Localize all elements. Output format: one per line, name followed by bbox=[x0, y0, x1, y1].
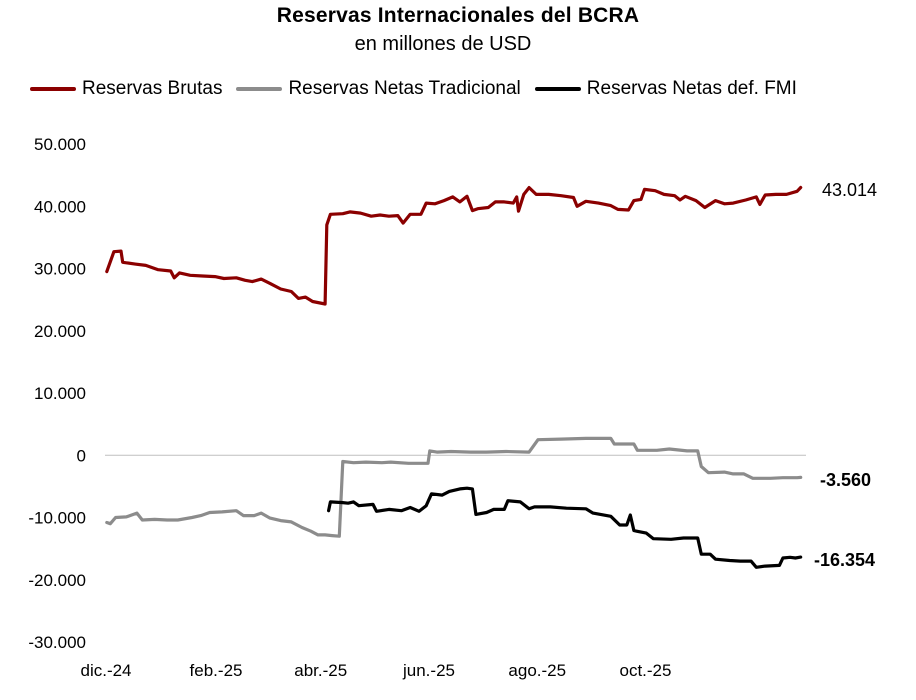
legend-label-reservas-brutas: Reservas Brutas bbox=[82, 78, 223, 99]
legend-swatch-reservas-netas-tradicional bbox=[236, 87, 283, 91]
chart-legend: Reservas Brutas Reservas Netas Tradicion… bbox=[30, 78, 811, 100]
chart-title: Reservas Internacionales del BCRA bbox=[276, 4, 640, 27]
x-axis: dic.-24 feb.-25 abr.-25 jun.-25 ago.-25 oct.-… bbox=[80, 661, 671, 680]
end-label-reservas-netas-fmi: -16.354 bbox=[814, 550, 875, 570]
y-tick-label: -30.000 bbox=[28, 633, 86, 652]
end-label-reservas-brutas: 43.014 bbox=[822, 180, 877, 200]
series-line-reservas-brutas bbox=[105, 185, 803, 306]
x-tick-label: feb.-25 bbox=[190, 661, 243, 680]
y-tick-label: -10.000 bbox=[28, 509, 86, 528]
legend-item-reservas-netas-fmi: Reservas Netas def. FMI bbox=[534, 78, 797, 100]
y-tick-label: 0 bbox=[77, 446, 86, 465]
legend-label-reservas-netas-tradicional: Reservas Netas Tradicional bbox=[288, 78, 521, 99]
legend-swatch-reservas-netas-fmi bbox=[534, 87, 581, 91]
x-tick-label: ago.-25 bbox=[508, 661, 566, 680]
x-tick-label: oct.-25 bbox=[620, 661, 672, 680]
legend-label-reservas-netas-fmi: Reservas Netas def. FMI bbox=[586, 78, 797, 99]
y-axis: -30.000 -20.000 -10.000 0 10.000 20.000 30.000… bbox=[28, 135, 86, 652]
end-labels: 43.014 -3.560 -16.354 bbox=[814, 180, 877, 570]
legend-item-reservas-netas-tradicional: Reservas Netas Tradicional bbox=[236, 78, 521, 100]
legend-swatch-reservas-brutas bbox=[30, 87, 76, 91]
end-label-reservas-netas-tradicional: -3.560 bbox=[820, 470, 871, 490]
y-tick-label: 30.000 bbox=[34, 260, 86, 279]
y-tick-label: 20.000 bbox=[34, 322, 86, 341]
series-line-reservas-netas-tradicional bbox=[105, 436, 803, 538]
y-tick-label: -20.000 bbox=[28, 571, 86, 590]
chart-subtitle: en millones de USD bbox=[354, 33, 532, 55]
series-layer bbox=[105, 185, 803, 569]
y-tick-label: 50.000 bbox=[34, 135, 86, 154]
x-tick-label: jun.-25 bbox=[402, 661, 455, 680]
y-tick-label: 10.000 bbox=[34, 384, 86, 403]
y-tick-label: 40.000 bbox=[34, 197, 86, 216]
x-tick-label: abr.-25 bbox=[294, 661, 347, 680]
legend-item-reservas-brutas: Reservas Brutas bbox=[30, 78, 222, 100]
x-tick-label: dic.-24 bbox=[80, 661, 131, 680]
series-line-reservas-netas-fmi bbox=[327, 486, 803, 569]
